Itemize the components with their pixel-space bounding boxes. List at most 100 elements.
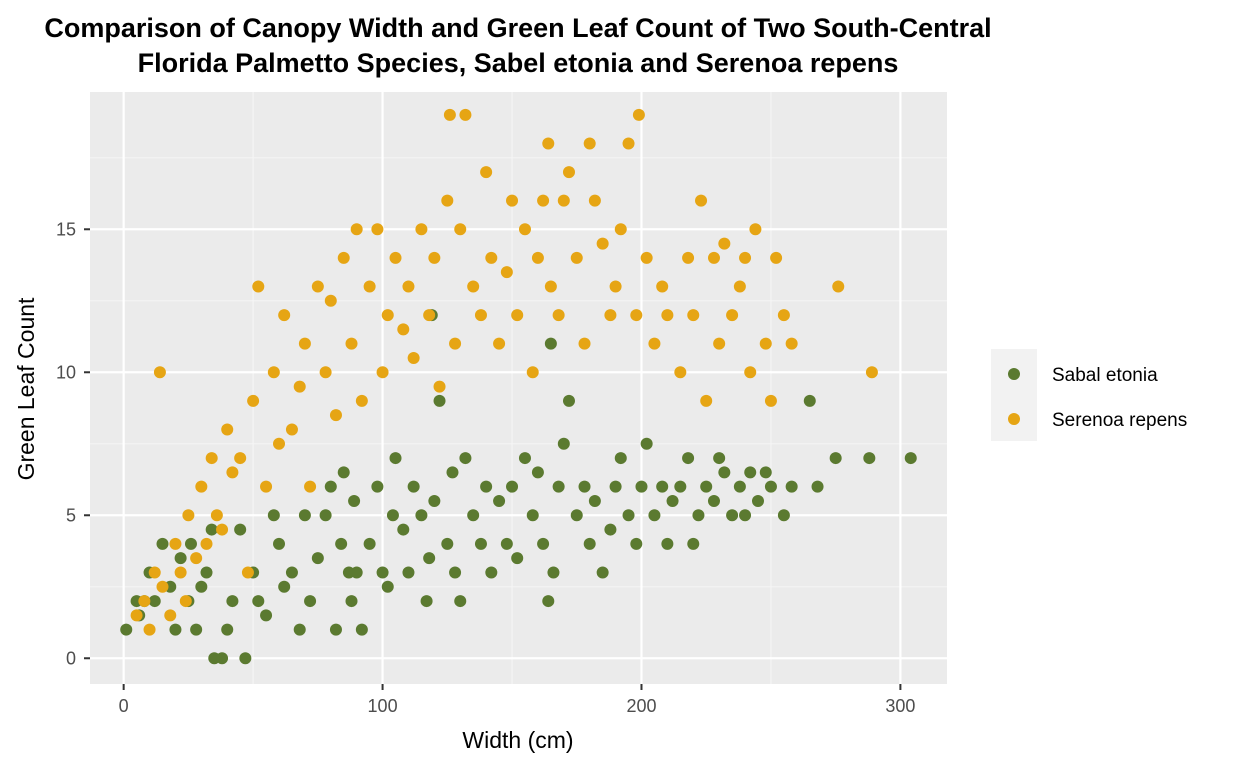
y-tick-label: 10 xyxy=(56,362,76,382)
data-point xyxy=(241,566,254,579)
data-point xyxy=(596,566,609,579)
data-point xyxy=(252,280,265,293)
data-point xyxy=(695,194,708,207)
data-point xyxy=(777,509,790,522)
data-point xyxy=(485,566,498,579)
data-point xyxy=(337,251,350,264)
data-point xyxy=(335,537,348,550)
data-point xyxy=(247,394,260,407)
data-point xyxy=(744,366,757,379)
data-point xyxy=(656,280,669,293)
data-points xyxy=(120,108,917,665)
data-point xyxy=(190,623,203,636)
data-point xyxy=(811,480,824,493)
data-point xyxy=(500,537,513,550)
data-point xyxy=(234,452,247,465)
data-point xyxy=(785,337,798,350)
plot-panel xyxy=(90,92,947,684)
data-point xyxy=(156,537,169,550)
data-point xyxy=(273,537,286,550)
data-point xyxy=(547,566,560,579)
data-point xyxy=(389,452,402,465)
data-point xyxy=(474,309,487,322)
y-axis-title: Green Leaf Count xyxy=(13,297,39,480)
data-point xyxy=(205,452,218,465)
data-point xyxy=(474,537,487,550)
data-point xyxy=(493,494,506,507)
data-point xyxy=(226,466,239,479)
data-point xyxy=(562,166,575,179)
data-point xyxy=(518,452,531,465)
y-tick-label: 0 xyxy=(66,648,76,668)
data-point xyxy=(648,337,661,350)
data-point xyxy=(348,494,361,507)
x-tick-label: 0 xyxy=(119,696,129,716)
data-point xyxy=(485,251,498,264)
data-point xyxy=(221,423,234,436)
data-point xyxy=(609,480,622,493)
data-point xyxy=(614,452,627,465)
data-point xyxy=(234,523,247,536)
data-point xyxy=(350,566,363,579)
data-point xyxy=(739,251,752,264)
data-point xyxy=(609,280,622,293)
data-point xyxy=(285,566,298,579)
minor-grid xyxy=(90,92,947,684)
data-point xyxy=(345,595,358,608)
data-point xyxy=(604,523,617,536)
data-point xyxy=(407,480,420,493)
legend-label-serenoa-repens: Serenoa repens xyxy=(1052,410,1187,431)
data-point xyxy=(381,309,394,322)
data-point xyxy=(454,595,467,608)
data-point xyxy=(389,251,402,264)
data-point xyxy=(195,480,208,493)
data-point xyxy=(130,609,143,622)
data-point xyxy=(441,537,454,550)
data-point xyxy=(614,223,627,236)
data-point xyxy=(700,394,713,407)
x-axis: 0 100 200 300 xyxy=(119,684,915,716)
data-point xyxy=(674,480,687,493)
data-point xyxy=(531,251,544,264)
data-point xyxy=(329,409,342,422)
data-point xyxy=(493,337,506,350)
data-point xyxy=(459,108,472,121)
data-point xyxy=(329,623,342,636)
data-point xyxy=(588,194,601,207)
data-point xyxy=(588,494,601,507)
data-point xyxy=(267,366,280,379)
data-point xyxy=(718,237,731,250)
data-point xyxy=(777,309,790,322)
data-point xyxy=(542,137,555,150)
data-point xyxy=(446,466,459,479)
data-point xyxy=(397,523,410,536)
data-point xyxy=(350,223,363,236)
data-point xyxy=(210,509,223,522)
legend-label-sabal-etonia: Sabal etonia xyxy=(1052,365,1158,386)
data-point xyxy=(726,509,739,522)
data-point xyxy=(718,466,731,479)
data-point xyxy=(544,337,557,350)
data-point xyxy=(726,309,739,322)
data-point xyxy=(355,623,368,636)
data-point xyxy=(355,394,368,407)
data-point xyxy=(169,537,182,550)
data-point xyxy=(692,509,705,522)
y-tick-label: 5 xyxy=(66,505,76,525)
data-point xyxy=(195,580,208,593)
data-point xyxy=(190,552,203,565)
data-point xyxy=(733,480,746,493)
data-point xyxy=(363,537,376,550)
data-point xyxy=(713,337,726,350)
data-point xyxy=(467,509,480,522)
x-tick-label: 100 xyxy=(368,696,398,716)
data-point xyxy=(648,509,661,522)
data-point xyxy=(433,380,446,393)
data-point xyxy=(415,223,428,236)
data-point xyxy=(656,480,669,493)
data-point xyxy=(751,494,764,507)
data-point xyxy=(632,108,645,121)
data-point xyxy=(537,194,550,207)
data-point xyxy=(739,509,752,522)
